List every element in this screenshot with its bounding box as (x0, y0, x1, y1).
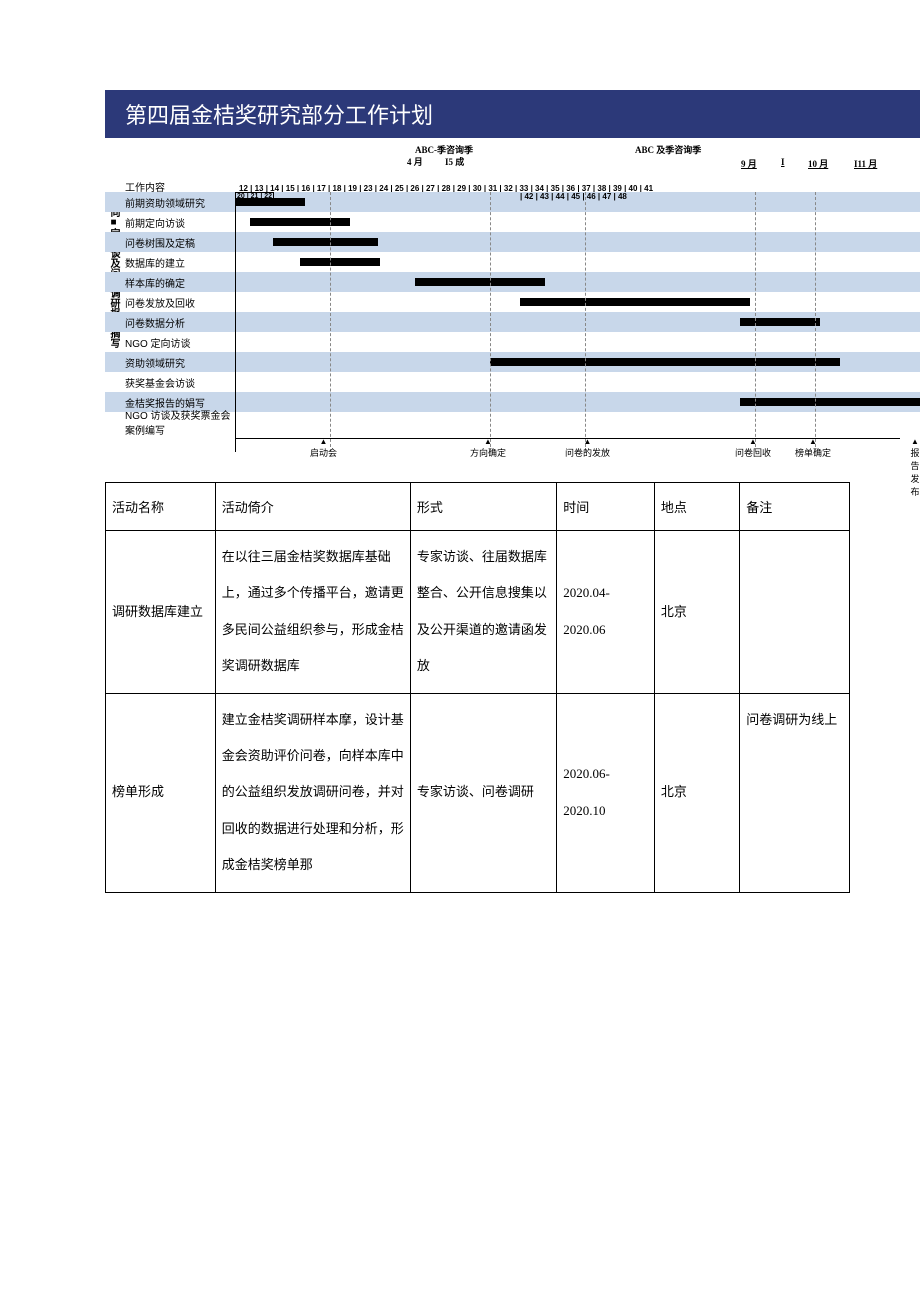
th-place: 地点 (654, 483, 739, 531)
cell-form: 专家访谈、往届数据库整合、公开信息搜集以及公开渠道的邀请函发放 (410, 531, 556, 694)
gantt-row-label: 问卷数据分析 (105, 312, 235, 333)
th-intro: 活动倚介 (215, 483, 410, 531)
th-form: 形式 (410, 483, 556, 531)
page-title: 第四届金桔奖研究部分工作计划 (105, 90, 920, 138)
gantt-bar (415, 278, 545, 286)
th-time: 时间 (557, 483, 655, 531)
th-name: 活动名称 (106, 483, 216, 531)
month-i5: I5 成 (445, 155, 464, 168)
gantt-bar (740, 398, 920, 406)
header-label-right: ABC 及季咨询季 (635, 143, 701, 156)
cell-place: 北京 (654, 693, 739, 892)
gantt-row: NGO 访谈及获奖票金会案例编写 (105, 412, 920, 432)
gantt-row: 数据库的建立 (105, 252, 920, 272)
month-i: I (781, 157, 785, 167)
gantt-row-label: 前期定向访谈 (105, 212, 235, 233)
gantt-row: 问卷发放及回收 (105, 292, 920, 312)
cell-intro: 在以往三届金桔奖数据库基础上，通过多个传播平台，邀请更多民间公益组织参与，形成金… (215, 531, 410, 694)
gantt-bar (250, 218, 350, 226)
gantt-row: 前期资助领域研究20 | 21 | 22| 42 | 43 | 44 | 45 … (105, 192, 920, 212)
activity-table: 活动名称 活动倚介 形式 时间 地点 备注 调研数据库建立 在以往三届金桔奖数据… (105, 482, 850, 893)
month10: 10 月 (808, 157, 828, 170)
gantt-bar (273, 238, 378, 246)
gantt-row-label: NGO 定向访谈 (105, 332, 235, 353)
header-label-left: ABC-季咨询季 (415, 143, 473, 156)
cell-intro: 建立金桔奖调研样本摩，设计基金会资助评价问卷，向样本库中的公益组织发放调研问卷，… (215, 693, 410, 892)
gantt-row-label: 数据库的建立 (105, 252, 235, 273)
milestone: 方向确定 (470, 437, 506, 459)
gantt-row: 问卷数据分析 (105, 312, 920, 332)
milestone: 启动会 (310, 437, 337, 459)
cell-note: 问卷调研为线上 (740, 693, 850, 892)
gantt-row-label: 前期资助领域研究 (105, 192, 235, 213)
gantt-bar (300, 258, 380, 266)
milestone: 问卷的发放 (565, 437, 610, 459)
cell-form: 专家访谈、问卷调研 (410, 693, 556, 892)
gantt-row: 样本库的确定 (105, 272, 920, 292)
gantt-chart: ABC-季咨询季 ABC 及季咨询季 4 月 I5 成 9 月 I 10 月 I… (105, 143, 920, 482)
cell-note (740, 531, 850, 694)
gantt-bar (490, 358, 840, 366)
month4: 4 月 (407, 155, 423, 168)
milestone: 问卷回收 (735, 437, 771, 459)
month9: 9 月 (741, 157, 757, 170)
month-i11: I11 月 (854, 157, 877, 170)
gantt-row-label: 获奖基金会访谈 (105, 372, 235, 393)
gantt-row-label: NGO 访谈及获奖票金会案例编写 (105, 404, 235, 440)
gantt-row: 资助领域研究 (105, 352, 920, 372)
milestone: 榜单确定 (795, 437, 831, 459)
gantt-row: NGO 定向访谈 (105, 332, 920, 352)
milestone: 报告发布 (910, 437, 920, 498)
gantt-row-label: 问卷树围及定稿 (105, 232, 235, 253)
gantt-bar (520, 298, 750, 306)
cell-time: 2020.06-2020.10 (557, 693, 655, 892)
gantt-row: 问卷树围及定稿 (105, 232, 920, 252)
gantt-row: 获奖基金会访谈 (105, 372, 920, 392)
cell-name: 调研数据库建立 (106, 531, 216, 694)
gantt-row-label: 问卷发放及回收 (105, 292, 235, 313)
gantt-bar (740, 318, 820, 326)
cell-name: 榜单形成 (106, 693, 216, 892)
gantt-row: 前期定向访谈 (105, 212, 920, 232)
gantt-row-label: 样本库的确定 (105, 272, 235, 293)
cell-time: 2020.04-2020.06 (557, 531, 655, 694)
gantt-row-label: 资助领域研究 (105, 352, 235, 373)
th-note: 备注 (740, 483, 850, 531)
cell-place: 北京 (654, 531, 739, 694)
